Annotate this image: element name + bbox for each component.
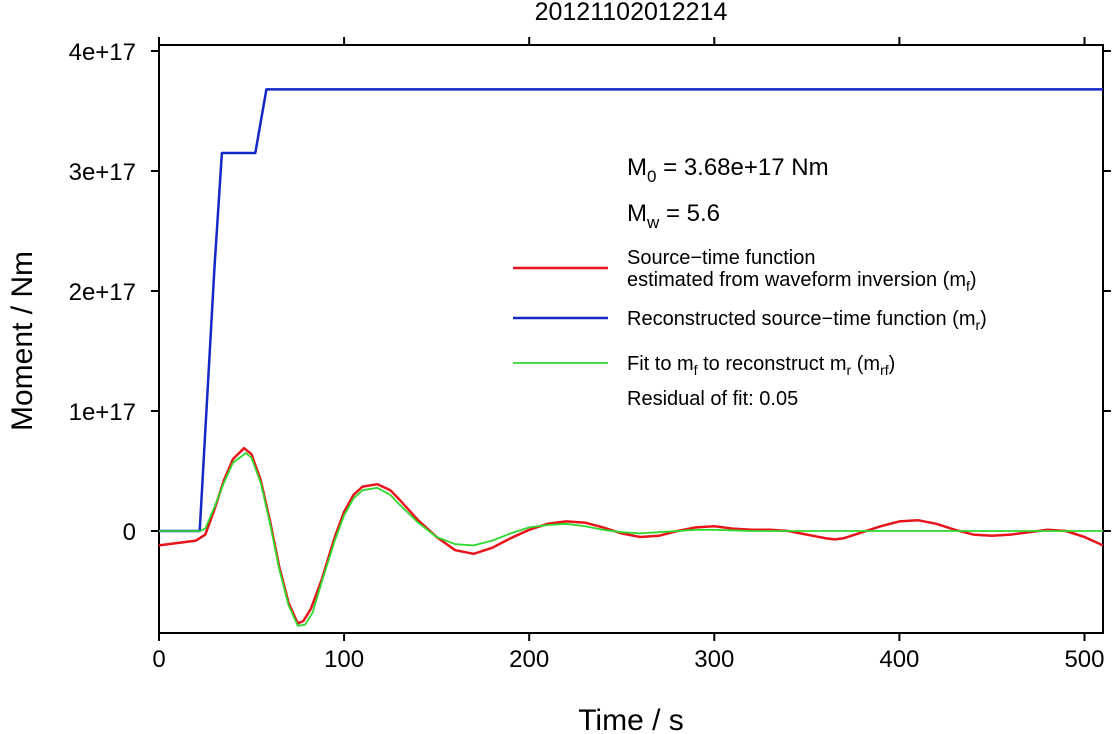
x-tick-label: 400 bbox=[879, 646, 919, 673]
annotation-m0: M0 = 3.68e+17 Nm bbox=[627, 154, 829, 186]
x-tick-label: 0 bbox=[152, 646, 165, 673]
legend-label-0: Source−time function bbox=[627, 247, 815, 269]
x-tick-label: 300 bbox=[694, 646, 734, 673]
y-tick-label: 4e+17 bbox=[69, 39, 136, 66]
y-tick-label: 3e+17 bbox=[69, 159, 136, 186]
y-tick-label: 1e+17 bbox=[69, 399, 136, 426]
y-tick-label: 2e+17 bbox=[69, 279, 136, 306]
legend-label-1: Reconstructed source−time function (mr​) bbox=[627, 308, 987, 333]
y-tick-label: 0 bbox=[123, 519, 136, 546]
x-tick-label: 100 bbox=[324, 646, 364, 673]
series-line-2 bbox=[159, 452, 1103, 627]
y-axis-label: Moment / Nm bbox=[6, 251, 39, 431]
x-tick-label: 500 bbox=[1064, 646, 1104, 673]
annotation-mw: Mw = 5.6 bbox=[627, 200, 720, 232]
chart-title: 20121102012214 bbox=[535, 0, 728, 26]
x-axis-label: Time / s bbox=[578, 704, 684, 734]
plot-area: 0 100 200 300 400 500 0 1e+17 2e+17 3e+17 4e+17 M0 … bbox=[69, 37, 1111, 673]
legend-label-0: estimated from waveform inversion (mf​) bbox=[627, 269, 977, 294]
legend-label-2: Fit to mf​ to reconstruct mr​ (mrf​) bbox=[627, 353, 895, 378]
plot-frame bbox=[158, 44, 1104, 634]
annotation-residual: Residual of fit: 0.05 bbox=[627, 388, 798, 410]
series-line-0 bbox=[158, 446, 1104, 625]
x-tick-label: 200 bbox=[509, 646, 549, 673]
